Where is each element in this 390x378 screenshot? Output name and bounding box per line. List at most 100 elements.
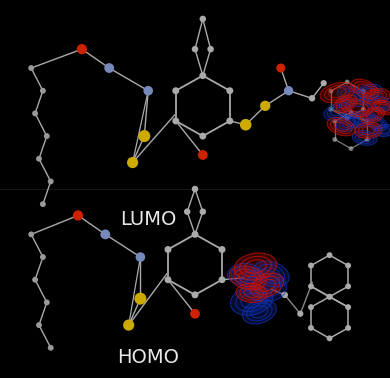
Point xyxy=(262,103,268,109)
Ellipse shape xyxy=(320,82,355,103)
Point xyxy=(227,88,233,94)
Text: LUMO: LUMO xyxy=(120,210,176,229)
Ellipse shape xyxy=(373,124,390,136)
Point xyxy=(192,311,198,317)
Point xyxy=(360,106,367,112)
Point xyxy=(79,46,85,52)
Point xyxy=(326,294,333,300)
Point xyxy=(297,311,303,317)
Ellipse shape xyxy=(355,84,382,101)
Point xyxy=(227,118,233,124)
Point xyxy=(192,231,198,237)
Point xyxy=(345,304,351,310)
Point xyxy=(36,322,42,328)
Ellipse shape xyxy=(346,110,376,128)
Point xyxy=(75,212,81,218)
Point xyxy=(106,65,112,71)
Ellipse shape xyxy=(336,114,362,132)
Point xyxy=(44,299,50,305)
Point xyxy=(40,254,46,260)
Point xyxy=(360,88,367,94)
Point xyxy=(200,73,206,79)
Point xyxy=(308,262,314,268)
Point xyxy=(141,133,147,139)
Point xyxy=(345,325,351,331)
Point xyxy=(200,16,206,22)
Point xyxy=(308,304,314,310)
Point xyxy=(165,277,171,283)
Point xyxy=(278,65,284,71)
Ellipse shape xyxy=(324,103,351,120)
Point xyxy=(326,335,333,341)
Point xyxy=(44,133,50,139)
Ellipse shape xyxy=(333,95,357,113)
Point xyxy=(48,178,54,184)
Point xyxy=(173,88,179,94)
Ellipse shape xyxy=(229,266,266,290)
Point xyxy=(184,209,190,215)
Point xyxy=(28,65,34,71)
Ellipse shape xyxy=(355,122,382,138)
Point xyxy=(345,284,351,290)
Ellipse shape xyxy=(365,115,387,131)
Point xyxy=(219,246,225,253)
Point xyxy=(326,294,333,300)
Point xyxy=(282,292,288,298)
Ellipse shape xyxy=(352,130,377,146)
Point xyxy=(332,136,338,143)
Point xyxy=(200,133,206,139)
Point xyxy=(32,110,38,116)
Point xyxy=(219,277,225,283)
Point xyxy=(40,88,46,94)
Point xyxy=(344,115,350,121)
Point xyxy=(328,106,334,112)
Ellipse shape xyxy=(351,79,379,99)
Point xyxy=(40,201,46,207)
Point xyxy=(321,80,327,86)
Point xyxy=(48,345,54,351)
Point xyxy=(348,146,354,152)
Point xyxy=(200,152,206,158)
Ellipse shape xyxy=(341,99,372,117)
Point xyxy=(192,46,198,52)
Point xyxy=(243,122,249,128)
Ellipse shape xyxy=(236,284,267,302)
Ellipse shape xyxy=(327,118,355,136)
Point xyxy=(192,186,198,192)
Ellipse shape xyxy=(253,261,289,287)
Point xyxy=(28,231,34,237)
Point xyxy=(344,79,350,85)
Ellipse shape xyxy=(251,273,284,297)
Point xyxy=(192,292,198,298)
Point xyxy=(137,254,144,260)
Point xyxy=(328,88,334,94)
Point xyxy=(207,46,214,52)
Ellipse shape xyxy=(363,88,390,104)
Point xyxy=(126,322,132,328)
Point xyxy=(309,95,315,101)
Point xyxy=(364,136,370,143)
Point xyxy=(285,88,292,94)
Point xyxy=(145,88,151,94)
Point xyxy=(137,296,144,302)
Point xyxy=(308,325,314,331)
Point xyxy=(102,231,108,237)
Point xyxy=(129,160,136,166)
Ellipse shape xyxy=(360,107,385,123)
Point xyxy=(332,118,338,124)
Ellipse shape xyxy=(242,300,277,324)
Point xyxy=(348,109,354,115)
Point xyxy=(36,156,42,162)
Ellipse shape xyxy=(240,269,287,302)
Ellipse shape xyxy=(230,286,273,315)
Point xyxy=(345,262,351,268)
Ellipse shape xyxy=(234,253,277,280)
Point xyxy=(165,246,171,253)
Point xyxy=(364,118,370,124)
Point xyxy=(32,277,38,283)
Point xyxy=(173,118,179,124)
Point xyxy=(200,209,206,215)
Ellipse shape xyxy=(227,263,260,285)
Text: HOMO: HOMO xyxy=(117,348,179,367)
Point xyxy=(308,284,314,290)
